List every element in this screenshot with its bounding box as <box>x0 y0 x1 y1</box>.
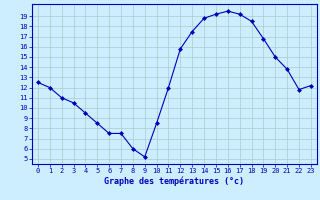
X-axis label: Graphe des températures (°c): Graphe des températures (°c) <box>104 177 244 186</box>
